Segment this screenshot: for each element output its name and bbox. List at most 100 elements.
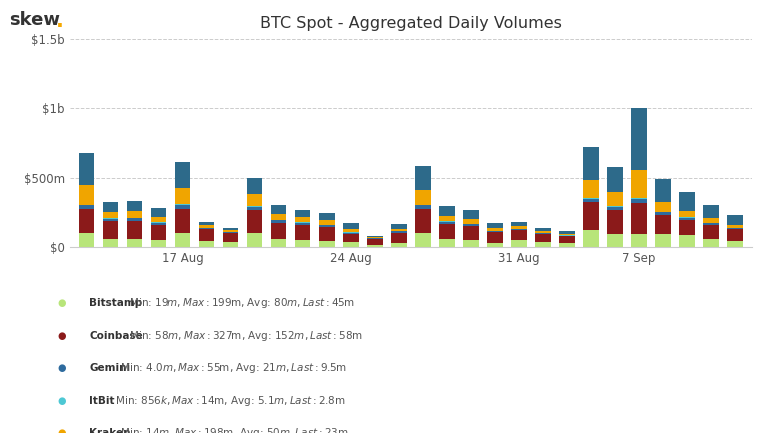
Bar [727,215,742,225]
Text: ●: ● [58,428,66,433]
Text: Min: $14m, Max: $198m, Avg: $50m, Last: $23m: Min: $14m, Max: $198m, Avg: $50m, Last: … [117,426,349,433]
Bar [247,178,263,194]
Bar [127,218,143,221]
Bar [367,245,383,247]
Bar [439,224,455,239]
Bar [103,221,119,239]
Bar [415,233,431,247]
Bar [271,205,287,214]
Bar [439,222,455,224]
Bar [535,234,550,242]
Bar [679,235,694,247]
Bar [415,205,431,209]
Bar [391,243,407,247]
Bar [703,239,718,247]
Bar [487,242,503,247]
Bar [679,220,694,235]
Bar [511,222,527,226]
Bar [511,229,527,230]
Bar [631,108,646,170]
Bar [679,192,694,211]
Bar [79,153,95,185]
Bar [487,231,503,232]
Bar [175,188,191,204]
Bar [271,214,287,220]
Bar [367,238,383,239]
Bar [415,166,431,190]
Bar [294,223,311,225]
Bar [103,219,119,221]
Bar [511,230,527,240]
Bar [607,167,622,191]
Bar [631,234,646,247]
Bar [703,205,718,218]
Bar [151,223,167,225]
Bar [583,198,598,199]
Bar [487,232,503,242]
Bar [271,220,287,223]
Bar [199,222,215,225]
Bar [79,233,95,247]
Bar [79,205,95,209]
Text: Min: $4.0m, Max: $55m, Avg: $21m, Last: $9.5m: Min: $4.0m, Max: $55m, Avg: $21m, Last: … [117,361,347,375]
Bar [199,241,215,247]
Bar [79,185,95,205]
Bar [343,242,359,247]
Text: ItBit: ItBit [89,395,115,406]
Bar [463,219,479,224]
Bar [463,210,479,219]
Bar [223,232,239,233]
Text: Kraken: Kraken [89,428,131,433]
Bar [583,180,598,198]
Bar [223,229,239,232]
Bar [679,211,694,217]
Bar [727,241,742,247]
Bar [487,223,503,228]
Bar [247,210,263,233]
Bar [223,228,239,229]
Text: ●: ● [58,330,66,341]
Text: ●: ● [58,298,66,308]
Bar [583,203,598,230]
Bar [535,242,550,247]
Bar [439,216,455,221]
Bar [223,242,239,247]
Text: Gemini: Gemini [89,363,130,373]
Bar [511,240,527,247]
Bar [151,240,167,247]
Bar [175,209,191,233]
Bar [271,239,287,247]
Bar [391,233,407,243]
Bar [607,191,622,206]
Bar [463,226,479,240]
Bar [727,228,742,229]
Bar [511,226,527,229]
Bar [103,212,119,218]
Bar [607,207,622,210]
Bar [199,228,215,229]
Bar [127,211,143,218]
Bar [103,202,119,212]
Bar [655,212,670,215]
Bar [607,234,622,247]
Bar [415,190,431,205]
Bar [559,234,574,236]
Bar [127,221,143,239]
Bar [294,210,311,217]
Bar [247,194,263,207]
Text: Bitstamp: Bitstamp [89,298,143,308]
Bar [343,233,359,234]
Bar [294,240,311,247]
Bar [439,206,455,216]
Bar [294,225,311,240]
Bar [367,237,383,238]
Text: ●: ● [58,363,66,373]
Bar [247,233,263,247]
Bar [631,199,646,203]
Bar [463,224,479,226]
Bar [535,233,550,234]
Bar [199,229,215,241]
Bar [319,225,335,227]
Bar [631,203,646,234]
Title: BTC Spot - Aggregated Daily Volumes: BTC Spot - Aggregated Daily Volumes [260,16,562,31]
